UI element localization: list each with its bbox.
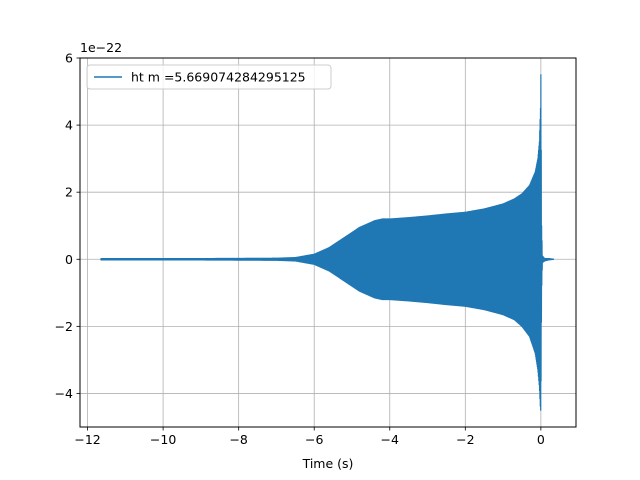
x-axis-label: Time (s) [302, 456, 354, 471]
legend: ht m =5.669074284295125 [86, 64, 332, 90]
x-tick-label: 0 [537, 432, 545, 447]
y-tick-label: −2 [55, 319, 73, 334]
series-line [100, 74, 555, 411]
y-tick-label: 0 [65, 252, 73, 267]
y-tick-label: 4 [65, 118, 73, 133]
x-tick-label: −10 [150, 432, 176, 447]
x-tick-label: −6 [305, 432, 323, 447]
plot-data [100, 74, 555, 411]
y-tick-label: −4 [55, 386, 73, 401]
x-tick-label: −4 [381, 432, 399, 447]
ticks: −12 −10 −8 −6 −4 −2 0 −4 −2 0 2 4 6 [55, 51, 545, 448]
y-tick-label: 6 [65, 51, 73, 66]
plot-frame [79, 57, 577, 428]
y-tick-label: 2 [65, 185, 73, 200]
x-tick-label: −12 [74, 432, 100, 447]
legend-label: ht m =5.669074284295125 [131, 70, 306, 85]
x-tick-label: −8 [229, 432, 247, 447]
x-tick-label: −2 [456, 432, 474, 447]
legend-box [86, 64, 332, 90]
y-offset-label: 1e−22 [80, 40, 122, 55]
